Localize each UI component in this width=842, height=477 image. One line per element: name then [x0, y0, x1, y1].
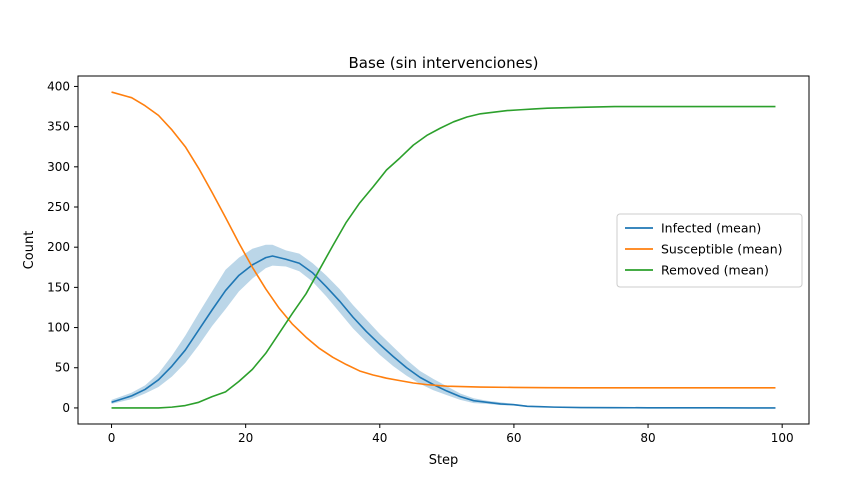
x-tick-label-1: 20	[238, 431, 253, 445]
series-line-1	[111, 91, 776, 389]
legend-box	[616, 213, 803, 288]
series-line-0	[111, 255, 776, 409]
x-tick-label-2: 40	[372, 431, 387, 445]
x-axis: 0 20 40 60 80 100	[108, 424, 794, 445]
y-tick-label-5: 250	[47, 200, 70, 214]
legend-label-1: Susceptible (mean)	[661, 242, 783, 257]
y-tick-label-8: 400	[47, 79, 70, 93]
y-tick-label-6: 300	[47, 160, 70, 174]
plot-frame	[77, 75, 810, 425]
y-tick-label-7: 350	[47, 120, 70, 134]
series-lines	[111, 91, 776, 409]
y-tick-label-4: 200	[47, 240, 70, 254]
x-tick-label-5: 100	[771, 431, 794, 445]
legend-label-2: Removed (mean)	[661, 263, 769, 278]
legend: Infected (mean) Susceptible (mean) Removed…	[616, 213, 803, 288]
y-tick-label-3: 150	[47, 280, 70, 294]
plot-title-group: Base (sin intervenciones)	[349, 54, 539, 72]
y-tick-label-2: 100	[47, 321, 70, 335]
y-tick-label-1: 50	[55, 361, 70, 375]
series-line-2	[111, 105, 776, 409]
x-tick-label-4: 80	[640, 431, 655, 445]
legend-label-0: Infected (mean)	[661, 221, 761, 236]
x-axis-label: Step	[429, 453, 459, 468]
y-axis-label: Count	[22, 231, 37, 270]
x-tick-label-0: 0	[108, 431, 116, 445]
y-axis: 0 50 100 150 200 250 300 350 400	[47, 79, 78, 415]
chart-title: Base (sin intervenciones)	[349, 54, 539, 72]
y-tick-label-0: 0	[62, 401, 70, 415]
x-tick-label-3: 60	[506, 431, 521, 445]
